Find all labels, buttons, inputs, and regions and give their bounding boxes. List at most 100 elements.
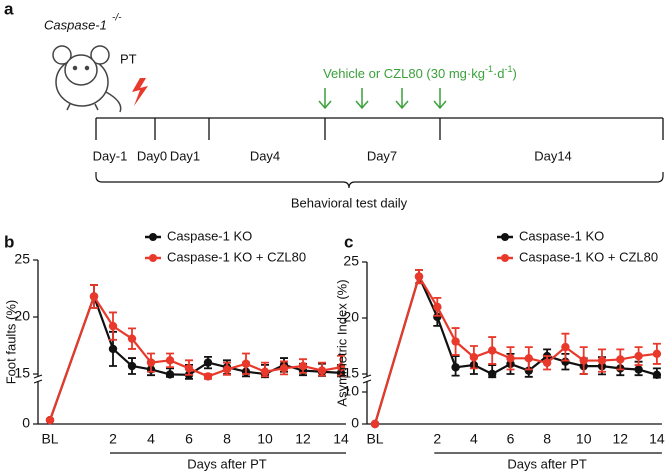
- x-tick-label: BL: [366, 431, 383, 447]
- y-tick-label: 20: [343, 309, 359, 325]
- legend-marker: [149, 233, 157, 241]
- data-point: [108, 321, 118, 331]
- legend-label: Caspase-1 KO: [519, 228, 604, 243]
- x-axis-label: Days after PT: [187, 456, 267, 471]
- data-point: [652, 370, 662, 379]
- data-point: [165, 370, 175, 379]
- treatment-text: Vehicle or CZL80 (30 mg·kg: [323, 66, 485, 81]
- legend-marker: [501, 233, 509, 241]
- day-label: Day-1: [93, 148, 128, 163]
- data-point: [45, 415, 55, 425]
- data-point: [203, 358, 213, 367]
- axis-break: [362, 374, 372, 384]
- bracket: [95, 172, 664, 189]
- data-point: [561, 342, 570, 352]
- treatment-sup: -1: [505, 64, 513, 74]
- x-tick-label: 2: [433, 431, 441, 447]
- x-tick-label: 12: [613, 431, 629, 447]
- day-label: Day1: [170, 148, 200, 163]
- data-point: [469, 353, 479, 362]
- legend-marker: [149, 254, 157, 262]
- data-point: [451, 363, 460, 372]
- data-point: [506, 354, 515, 363]
- panel-label: a: [4, 0, 14, 18]
- genotype: Caspase-1: [44, 17, 107, 32]
- series-line: [48, 293, 342, 421]
- y-axis-label: Foot faults (%): [3, 300, 18, 385]
- x-tick-label: 14: [333, 431, 349, 447]
- data-point: [579, 356, 588, 365]
- y-axis-label: Asymmetric Index (%): [334, 279, 349, 406]
- injury-label: PT: [120, 51, 137, 66]
- lightning-icon: [132, 78, 148, 106]
- x-tick-label: 12: [295, 431, 311, 447]
- series-line: [373, 273, 658, 425]
- treatment-label: Vehicle or CZL80 (30 mg·kg-1·d-1): [323, 64, 517, 81]
- x-tick-label: 2: [109, 431, 117, 447]
- data-point: [524, 354, 533, 363]
- data-point: [146, 358, 156, 367]
- day-label: Day0: [137, 148, 167, 163]
- legend-label: Caspase-1 KO: [167, 228, 252, 243]
- data-point: [488, 369, 497, 379]
- series-line: [373, 273, 658, 425]
- data-point: [127, 361, 137, 371]
- x-tick-label: 14: [649, 431, 665, 447]
- x-tick-label: 4: [470, 431, 478, 447]
- y-tick-label: 15: [14, 365, 30, 381]
- data-point: [433, 312, 442, 322]
- y-tick-label: 20: [14, 308, 30, 324]
- data-point: [542, 358, 552, 367]
- data-point: [127, 334, 137, 343]
- data-point: [260, 367, 270, 376]
- x-tick-label: 8: [223, 431, 231, 447]
- data-point: [184, 364, 194, 373]
- day-label: Day4: [250, 148, 280, 163]
- y-tick-label: 25: [14, 251, 30, 267]
- data-point: [414, 272, 424, 281]
- dose-arrows: [318, 88, 447, 110]
- data-point: [616, 355, 625, 364]
- x-tick-label: 6: [185, 431, 193, 447]
- y-tick-label: 10: [343, 383, 359, 399]
- data-point: [652, 349, 662, 359]
- data-point: [597, 356, 607, 365]
- y-tick-label: 0: [351, 415, 359, 431]
- data-point: [336, 362, 346, 372]
- x-tick-label: 10: [576, 431, 592, 447]
- data-point: [222, 365, 232, 374]
- data-point: [561, 357, 570, 366]
- day-label: Day14: [534, 148, 572, 163]
- x-tick-label: 6: [507, 431, 515, 447]
- treatment-text: ·d: [493, 66, 505, 81]
- data-point: [203, 372, 213, 381]
- data-point: [634, 365, 643, 374]
- x-axis-label: Days after PT: [507, 456, 587, 471]
- treatment-text: ): [513, 66, 517, 81]
- timeline: [95, 117, 664, 140]
- bracket-label: Behavioral test daily: [291, 195, 408, 210]
- axis-break: [33, 374, 43, 384]
- data-point: [298, 361, 308, 371]
- data-point: [433, 302, 442, 311]
- legend-marker: [501, 254, 509, 262]
- data-point: [165, 356, 175, 365]
- data-point: [108, 344, 118, 354]
- mouse-icon: [52, 45, 122, 113]
- y-tick-label: 0: [22, 415, 30, 431]
- data-point: [524, 366, 533, 375]
- panel-label: b: [4, 232, 14, 251]
- x-tick-label: 10: [257, 431, 273, 447]
- day-label: Day7: [367, 148, 397, 163]
- data-point: [370, 419, 380, 429]
- x-tick-label: BL: [41, 431, 58, 447]
- data-point: [241, 359, 251, 368]
- data-point: [451, 337, 460, 346]
- x-tick-label: 8: [543, 431, 551, 447]
- data-point: [317, 366, 327, 375]
- x-tick-label: 4: [147, 431, 155, 447]
- legend-label: Caspase-1 KO + CZL80: [519, 249, 658, 264]
- treatment-sup: -1: [485, 64, 493, 74]
- y-tick-label: 25: [343, 253, 359, 269]
